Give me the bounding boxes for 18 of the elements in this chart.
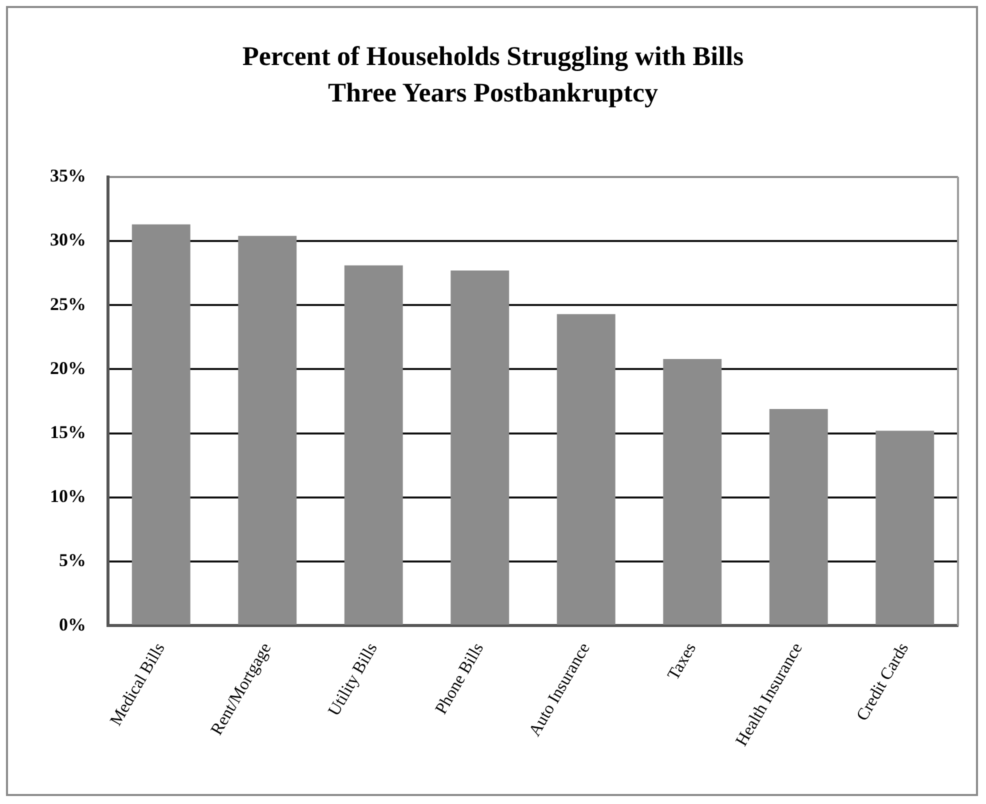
y-tick-label: 35% <box>50 166 86 186</box>
text: Three Years Postbankruptcy <box>328 78 658 108</box>
bar <box>876 430 934 625</box>
y-tick-label: 15% <box>50 422 86 442</box>
bar <box>556 314 616 625</box>
bar <box>344 265 403 625</box>
y-tick-label: 0% <box>59 614 86 634</box>
y-tick-label: 25% <box>50 294 86 314</box>
text: Percent of Households Struggling with Bills <box>242 41 744 72</box>
y-tick-label: 10% <box>50 486 86 506</box>
bar <box>450 270 510 625</box>
bar <box>132 224 190 625</box>
y-tick-label: 20% <box>50 358 86 378</box>
bar <box>769 408 828 625</box>
y-tick-label: 30% <box>50 230 86 250</box>
bar <box>238 236 297 625</box>
y-tick-label: 5% <box>59 550 86 570</box>
bar <box>663 358 722 625</box>
